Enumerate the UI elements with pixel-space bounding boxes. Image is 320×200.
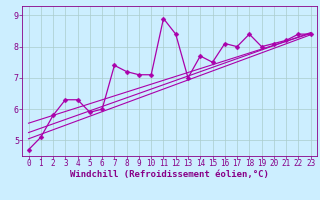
X-axis label: Windchill (Refroidissement éolien,°C): Windchill (Refroidissement éolien,°C) [70,170,269,179]
